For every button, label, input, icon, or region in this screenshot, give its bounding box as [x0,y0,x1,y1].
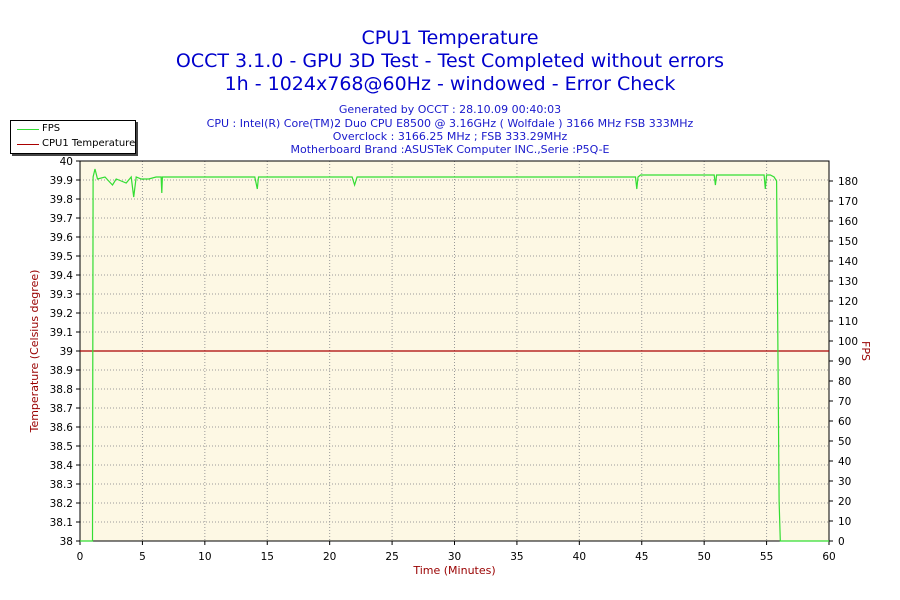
info-cpu: CPU : Intel(R) Core(TM)2 Duo CPU E8500 @… [206,117,694,130]
y2-tick-label: 120 [838,296,858,308]
info-overclock: Overclock : 3166.25 MHz ; FSB 333.29MHz [332,130,568,143]
y2-tick-label: 180 [838,176,858,188]
legend-swatch-temperature [17,144,39,145]
chart-subtitle-mode: 1h - 1024x768@60Hz - windowed - Error Ch… [224,73,676,95]
y2-tick-label: 20 [838,496,851,508]
y2-tick-label: 30 [838,476,851,488]
y-tick-label: 40 [60,156,73,168]
y2-tick-label: 90 [838,356,851,368]
y-tick-label: 39 [60,346,73,358]
x-tick-label: 0 [77,551,84,563]
y2-tick-label: 80 [838,376,851,388]
chart-title: CPU1 Temperature [361,27,539,49]
x-tick-label: 25 [385,551,398,563]
chart-subtitle-test: OCCT 3.1.0 - GPU 3D Test - Test Complete… [175,50,725,72]
y-tick-label: 39.7 [50,213,73,225]
y-tick-label: 38.7 [50,403,73,415]
y2-tick-label: 140 [838,256,858,268]
y-tick-label: 38.1 [50,517,73,529]
legend-item-temperature: CPU1 Temperature [11,137,135,151]
y-tick-label: 39.2 [50,308,73,320]
y-tick-label: 38.6 [50,422,74,434]
x-tick-label: 60 [822,551,835,563]
y2-tick-label: 160 [838,216,858,228]
x-tick-label: 20 [323,551,336,563]
y2-axis-label: FPS [859,341,872,361]
x-tick-label: 15 [261,551,274,563]
y-tick-label: 38.5 [50,441,73,453]
series-line-fps [80,168,829,542]
y2-tick-label: 150 [838,236,858,248]
y2-tick-label: 0 [838,536,845,548]
info-motherboard: Motherboard Brand :ASUSTeK Computer INC.… [290,143,610,156]
legend-label-fps: FPS [42,123,61,134]
y2-tick-label: 170 [838,196,858,208]
y2-tick-label: 10 [838,516,851,528]
legend-label-temperature: CPU1 Temperature [42,138,136,149]
y-tick-label: 38.8 [50,384,73,396]
y-tick-label: 38 [60,536,73,548]
info-generated: Generated by OCCT : 28.10.09 00:40:03 [338,103,562,116]
chart-legend: FPS CPU1 Temperature [10,120,136,154]
y-tick-label: 38.2 [50,498,73,510]
y2-tick-label: 130 [838,276,858,288]
y-tick-label: 38.9 [50,365,73,377]
x-tick-label: 35 [510,551,523,563]
legend-swatch-fps [17,129,39,130]
x-axis-label: Time (Minutes) [412,564,495,577]
y-tick-label: 39.9 [50,175,73,187]
y2-tick-label: 40 [838,456,851,468]
y-tick-label: 39.6 [50,232,74,244]
y2-tick-label: 60 [838,416,851,428]
y-tick-label: 39.3 [50,289,73,301]
x-tick-label: 45 [635,551,648,563]
y-tick-label: 38.3 [50,479,73,491]
x-tick-label: 10 [198,551,211,563]
y-tick-label: 39.4 [50,270,74,282]
x-tick-label: 55 [760,551,773,563]
y2-tick-label: 50 [838,436,851,448]
y2-tick-label: 100 [838,336,858,348]
y-tick-label: 39.5 [50,251,73,263]
x-tick-label: 5 [139,551,146,563]
y-tick-label: 39.1 [50,327,73,339]
x-tick-label: 30 [448,551,461,563]
x-tick-label: 50 [697,551,710,563]
y2-tick-label: 70 [838,396,851,408]
y-tick-label: 39.8 [50,194,73,206]
legend-item-fps: FPS [11,122,131,136]
y-tick-label: 38.4 [50,460,74,472]
y-axis-label: Temperature (Celsius degree) [28,270,41,434]
x-tick-label: 40 [573,551,586,563]
y2-tick-label: 110 [838,316,858,328]
